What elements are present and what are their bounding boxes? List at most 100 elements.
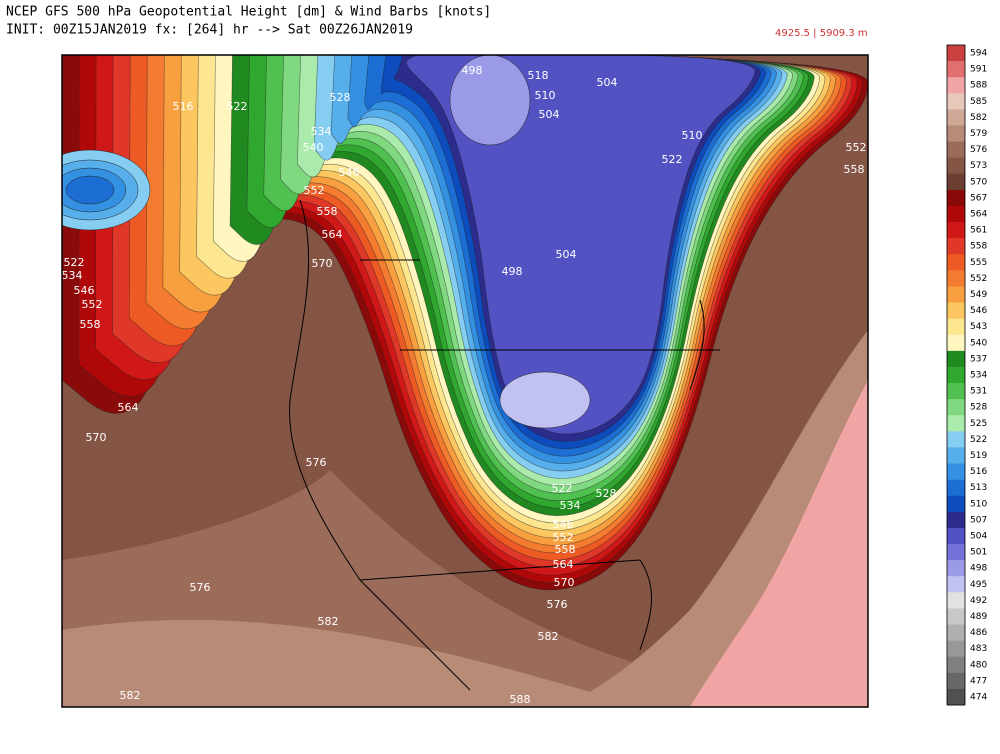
contour-label: 576 bbox=[306, 456, 327, 469]
contour-label: 546 bbox=[74, 284, 95, 297]
contour-label: 552 bbox=[846, 141, 867, 154]
colorbar-cell bbox=[947, 334, 965, 352]
colorbar-label: 531 bbox=[970, 387, 987, 397]
contour-label: 534 bbox=[311, 125, 332, 138]
contour-label: 552 bbox=[553, 531, 574, 544]
colorbar-label: 564 bbox=[970, 210, 987, 220]
colorbar-cell bbox=[947, 366, 965, 384]
colorbar-label: 579 bbox=[970, 129, 987, 139]
colorbar-cell bbox=[947, 125, 965, 142]
colorbar-label: 528 bbox=[970, 403, 987, 413]
colorbar-cell bbox=[947, 45, 965, 62]
colorbar-cell bbox=[947, 560, 965, 577]
colorbar-cell bbox=[947, 656, 965, 674]
contour-label: 552 bbox=[304, 184, 325, 197]
contour-label: 576 bbox=[190, 581, 211, 594]
coastline bbox=[289, 199, 720, 691]
colorbar-label: 522 bbox=[970, 435, 987, 445]
colorbar-label: 552 bbox=[970, 274, 987, 284]
contour-label: 534 bbox=[62, 269, 83, 282]
colorbar-cell bbox=[947, 527, 965, 545]
contour-label: 582 bbox=[120, 689, 141, 702]
colorbar-cell bbox=[947, 302, 965, 319]
colorbar-label: 513 bbox=[970, 483, 987, 493]
colorbar-cell bbox=[947, 415, 965, 432]
colorbar-label: 492 bbox=[970, 596, 987, 606]
contour-label: 582 bbox=[318, 615, 339, 628]
contour-label: 522 bbox=[662, 153, 683, 166]
contour-label: 582 bbox=[538, 630, 559, 643]
contour-label: 528 bbox=[596, 487, 617, 500]
colorbar-label: 582 bbox=[970, 113, 987, 123]
colorbar-cell bbox=[947, 431, 965, 448]
colorbar-cell bbox=[947, 270, 965, 287]
colorbar-cell bbox=[947, 688, 965, 706]
colorbar-cell bbox=[947, 222, 965, 239]
colorbar-label: 525 bbox=[970, 419, 987, 429]
colorbar-label: 534 bbox=[970, 371, 987, 381]
colorbar-label: 543 bbox=[970, 322, 987, 332]
title: NCEP GFS 500 hPa Geopotential Height [dm… bbox=[6, 5, 491, 20]
contour-label: 504 bbox=[597, 76, 618, 89]
colorbar-label: 549 bbox=[970, 290, 987, 300]
contour-label: 570 bbox=[554, 576, 575, 589]
colorbar-cell bbox=[947, 109, 965, 126]
colorbar-label: 561 bbox=[970, 226, 987, 236]
contour-label: 570 bbox=[86, 431, 107, 444]
contour-label: 546 bbox=[339, 166, 360, 179]
contour-label: 588 bbox=[510, 693, 531, 706]
colorbar-cell bbox=[947, 61, 965, 78]
colorbar-cell bbox=[947, 592, 965, 609]
colorbar-label: 570 bbox=[970, 177, 987, 187]
contour-label: 510 bbox=[535, 89, 556, 102]
colorbar-label: 507 bbox=[970, 515, 987, 525]
contour-label: 516 bbox=[173, 100, 194, 113]
colorbar-label: 567 bbox=[970, 193, 987, 203]
colorbar-cell bbox=[947, 254, 965, 271]
contour-label: 540 bbox=[303, 141, 324, 154]
colorbar-cell bbox=[947, 350, 965, 368]
colorbar-cell bbox=[947, 544, 965, 561]
contour-label: 510 bbox=[682, 129, 703, 142]
contour-label: 546 bbox=[553, 518, 574, 531]
contour-label: 504 bbox=[539, 108, 560, 121]
contour-label: 552 bbox=[82, 298, 103, 311]
colorbar-label: 546 bbox=[970, 306, 987, 316]
colorbar-cell bbox=[947, 447, 965, 464]
subtitle: INIT: 00Z15JAN2019 fx: [264] hr --> Sat … bbox=[6, 23, 413, 38]
contour-label: 570 bbox=[312, 257, 333, 270]
colorbar-cell bbox=[947, 479, 965, 497]
contour-label: 576 bbox=[547, 598, 568, 611]
colorbar-label: 519 bbox=[970, 451, 987, 461]
low-center bbox=[499, 371, 591, 429]
colorbar-cell bbox=[947, 205, 965, 223]
colorbar-cell bbox=[947, 640, 965, 658]
contour-label: 564 bbox=[553, 558, 574, 571]
colorbar-cell bbox=[947, 624, 965, 641]
colorbar-label: 516 bbox=[970, 467, 987, 477]
colorbar-label: 591 bbox=[970, 65, 987, 75]
colorbar-cell bbox=[947, 189, 965, 207]
colorbar-label: 555 bbox=[970, 258, 987, 268]
contour-label: 522 bbox=[227, 100, 248, 113]
map: 516 5225285345405465525585645705225345465… bbox=[62, 55, 868, 707]
colorbar-label: 486 bbox=[970, 628, 987, 638]
contour-label: 522 bbox=[64, 256, 85, 269]
colorbar-cell bbox=[947, 608, 965, 625]
colorbar: 594 591 588 585 582 579 576 573 570 567 564 561 558 5… bbox=[946, 44, 987, 706]
colorbar-cell bbox=[947, 511, 965, 529]
colorbar-cell bbox=[947, 399, 965, 416]
colorbar-cell bbox=[947, 141, 965, 158]
colorbar-label: 489 bbox=[970, 612, 987, 622]
colorbar-label: 504 bbox=[970, 531, 987, 541]
colorbar-label: 480 bbox=[970, 660, 987, 670]
contour-label: 534 bbox=[560, 499, 581, 512]
contour-label: 558 bbox=[555, 543, 576, 556]
colorbar-frame bbox=[946, 44, 966, 706]
colorbar-label: 501 bbox=[970, 548, 987, 558]
colorbar-cell bbox=[947, 495, 965, 513]
low-center bbox=[65, 175, 115, 205]
colorbar-label: 573 bbox=[970, 161, 987, 171]
contour-label: 564 bbox=[118, 401, 139, 414]
